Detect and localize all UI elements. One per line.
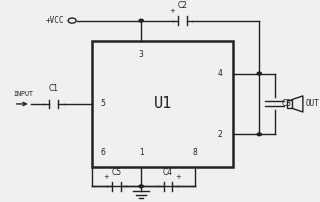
Circle shape <box>139 185 143 188</box>
Text: 3: 3 <box>139 50 144 59</box>
Text: C4: C4 <box>163 167 173 177</box>
Text: 5: 5 <box>101 99 106 108</box>
Text: +: + <box>103 175 109 180</box>
Text: C2: C2 <box>178 1 188 10</box>
Circle shape <box>68 18 76 23</box>
Text: 6: 6 <box>101 148 106 157</box>
Circle shape <box>257 133 261 136</box>
Text: INPUT: INPUT <box>14 91 34 97</box>
Text: +VCC: +VCC <box>46 16 64 25</box>
Text: +: + <box>169 8 175 14</box>
Text: 2: 2 <box>218 130 222 139</box>
Text: C3: C3 <box>281 99 292 108</box>
Bar <box>92 41 233 167</box>
Text: +: + <box>175 175 181 180</box>
Circle shape <box>139 19 143 22</box>
Text: 4: 4 <box>218 69 222 78</box>
Text: 8: 8 <box>193 148 197 157</box>
Bar <box>287 100 292 108</box>
Text: 1: 1 <box>139 148 144 157</box>
Text: C1: C1 <box>49 84 59 93</box>
Text: OUT: OUT <box>306 99 320 108</box>
Circle shape <box>257 72 261 75</box>
Text: C5: C5 <box>112 167 122 177</box>
Text: U1: U1 <box>154 96 172 112</box>
